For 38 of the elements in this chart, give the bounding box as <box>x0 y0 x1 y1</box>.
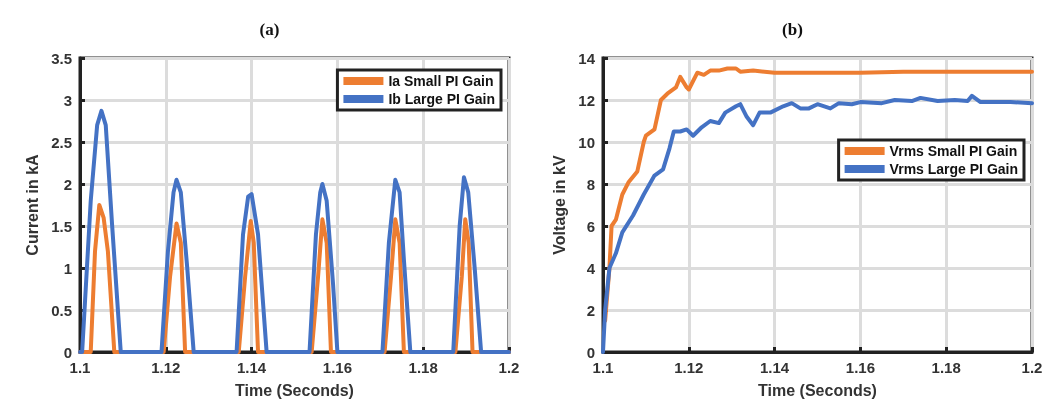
y-axis-title: Voltage in kV <box>550 155 568 255</box>
x-tick-label: 1.18 <box>931 359 961 376</box>
x-tick-label: 1.14 <box>237 359 267 376</box>
y-tick-label: 0 <box>63 343 72 361</box>
y-tick-label: 1.5 <box>51 217 72 235</box>
x-tick-label: 1.1 <box>69 359 91 376</box>
y-tick-label: 0 <box>586 343 595 361</box>
x-tick-label: 1.14 <box>760 359 790 376</box>
legend-label: Vrms Large PI Gain <box>889 161 1018 177</box>
chart-title: (a) <box>259 20 280 39</box>
x-tick-label: 1.1 <box>592 359 614 376</box>
x-tick-label: 1.16 <box>322 359 352 376</box>
y-tick-label: 3.5 <box>51 49 72 67</box>
y-axis-title: Current in kA <box>23 153 41 256</box>
y-tick-label: 2 <box>586 301 595 319</box>
y-tick-label: 4 <box>586 259 596 277</box>
y-tick-label: 6 <box>586 217 595 235</box>
legend-label: Vrms Small PI Gain <box>889 143 1018 159</box>
x-axis-title: Time (Seconds) <box>235 381 354 399</box>
y-tick-label: 0.5 <box>51 301 72 319</box>
x-tick-label: 1.12 <box>151 359 181 376</box>
y-tick-label: 2.5 <box>51 133 72 151</box>
y-tick-label: 2 <box>63 175 72 193</box>
y-tick-label: 1 <box>63 259 72 277</box>
x-tick-label: 1.2 <box>1021 359 1043 376</box>
y-tick-label: 12 <box>578 91 595 109</box>
chart-title: (b) <box>782 20 803 39</box>
y-tick-label: 14 <box>578 49 596 67</box>
x-tick-label: 1.12 <box>674 359 704 376</box>
x-axis-title: Time (Seconds) <box>758 381 877 399</box>
x-tick-label: 1.18 <box>408 359 438 376</box>
y-tick-label: 3 <box>63 91 72 109</box>
x-tick-label: 1.16 <box>845 359 875 376</box>
y-tick-label: 10 <box>578 133 595 151</box>
legend-label: Ib Large PI Gain <box>388 91 496 107</box>
x-tick-label: 1.2 <box>498 359 520 376</box>
y-tick-label: 8 <box>586 175 595 193</box>
legend-label: Ia Small PI Gain <box>388 73 494 89</box>
